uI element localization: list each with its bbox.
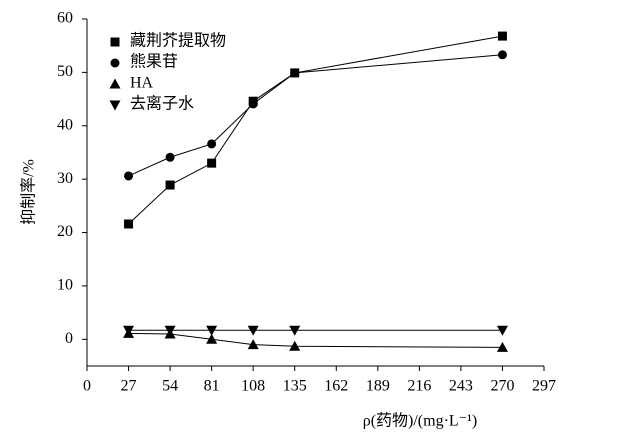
data-point [165, 180, 175, 190]
data-point [207, 158, 217, 168]
x-axis-label: ρ(药物)/(mg·L⁻¹) [363, 412, 478, 430]
data-point [496, 325, 508, 336]
x-tick-label: 108 [241, 378, 265, 395]
x-tick-label: 27 [121, 378, 137, 395]
y-tick-label: 20 [57, 223, 73, 240]
data-point [289, 340, 301, 351]
x-tick-label: 135 [283, 378, 307, 395]
data-point [497, 50, 507, 60]
legend-label: 去离子水 [130, 95, 194, 113]
data-point [289, 325, 301, 336]
data-point [497, 31, 507, 41]
legend-label: 熊果苷 [130, 53, 178, 71]
x-tick-label: 243 [449, 378, 473, 395]
x-tick-label: 81 [204, 378, 220, 395]
y-tick-label: 40 [57, 116, 73, 133]
data-point [123, 325, 135, 336]
data-point [206, 325, 218, 336]
data-point [290, 68, 300, 78]
legend-marker [110, 58, 120, 68]
x-tick-label: 189 [366, 378, 390, 395]
legend-label: HA [130, 75, 154, 92]
data-point [124, 171, 134, 181]
y-tick-label: 30 [57, 170, 73, 187]
y-tick-label: 60 [57, 10, 73, 27]
legend-marker [109, 100, 121, 111]
data-point [165, 152, 175, 162]
data-point [207, 139, 217, 149]
data-point [247, 325, 259, 336]
legend-marker [109, 78, 121, 89]
y-tick-label: 50 [57, 63, 73, 80]
x-tick-label: 54 [162, 378, 178, 395]
y-tick-label: 10 [57, 277, 73, 294]
x-tick-label: 162 [324, 378, 348, 395]
x-tick-label: 216 [407, 378, 431, 395]
data-point [496, 341, 508, 352]
series-line [128, 35, 503, 225]
data-point [206, 333, 218, 344]
x-tick-label: 0 [83, 378, 91, 395]
data-point [124, 219, 134, 229]
x-tick-label: 297 [532, 378, 556, 395]
y-tick-label: 0 [65, 330, 73, 347]
legend-marker [110, 37, 120, 47]
series-line [128, 54, 503, 177]
x-tick-label: 270 [490, 378, 514, 395]
legend-label: 藏荆芥提取物 [130, 32, 226, 50]
data-point [247, 339, 259, 350]
data-point [248, 99, 258, 109]
data-point [164, 325, 176, 336]
y-axis-label: 抑制率/% [20, 159, 38, 225]
series-line [128, 332, 503, 348]
